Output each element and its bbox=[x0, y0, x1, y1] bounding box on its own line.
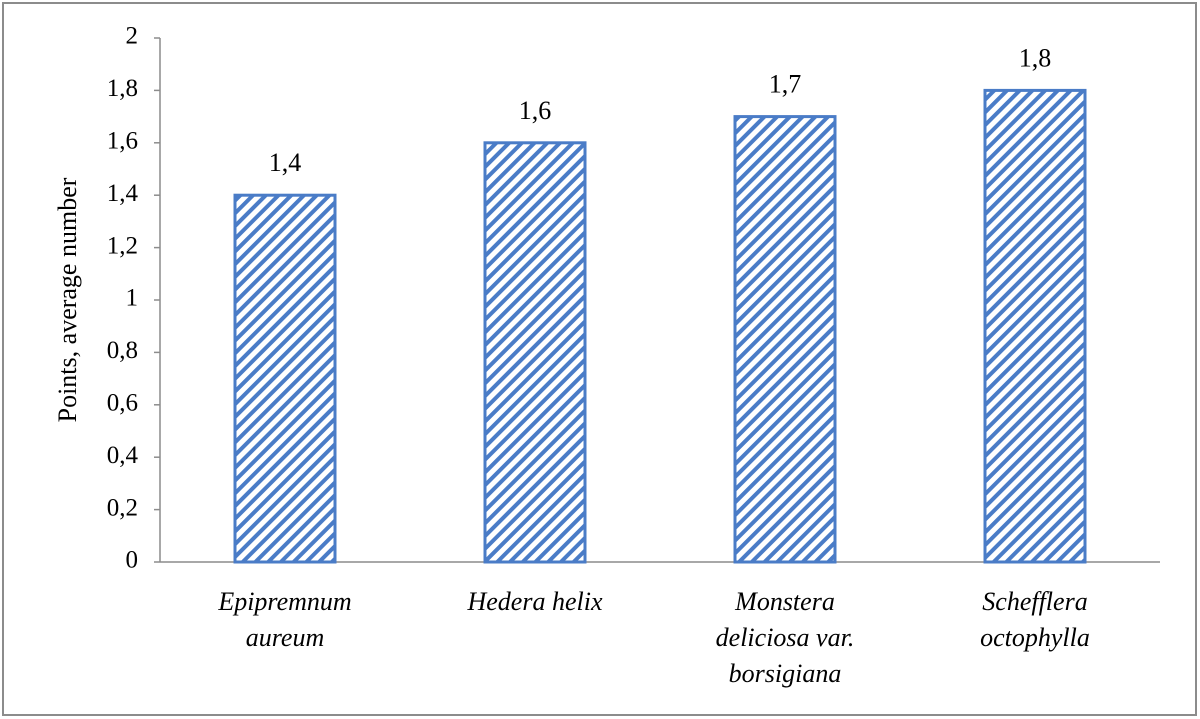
y-tick-label: 0,2 bbox=[107, 494, 138, 521]
y-tick-label: 0 bbox=[126, 547, 139, 574]
bar bbox=[483, 141, 587, 564]
y-tick-label: 2 bbox=[126, 23, 139, 50]
y-tick-label: 0,4 bbox=[107, 442, 139, 469]
value-label: 1,4 bbox=[269, 148, 302, 177]
y-tick-label: 1,6 bbox=[107, 128, 138, 155]
x-tick-label: Schefflera bbox=[982, 587, 1087, 616]
value-label: 1,6 bbox=[519, 96, 552, 125]
bar bbox=[733, 115, 837, 564]
x-tick-label: borsigiana bbox=[729, 659, 842, 688]
bar bbox=[233, 193, 337, 564]
y-axis-title: Points, average number bbox=[53, 177, 82, 422]
bar bbox=[983, 88, 1087, 564]
x-tick-label: aureum bbox=[246, 623, 324, 652]
x-tick-label: Epipremnum bbox=[217, 587, 351, 616]
y-tick-label: 1,2 bbox=[107, 232, 138, 259]
value-label: 1,8 bbox=[1019, 43, 1052, 72]
y-tick-label: 1,8 bbox=[107, 75, 138, 102]
x-tick-label: deliciosa var. bbox=[716, 623, 855, 652]
y-tick-label: 1,4 bbox=[107, 180, 139, 207]
y-tick-label: 1 bbox=[126, 285, 139, 312]
y-tick-label: 0,8 bbox=[107, 337, 138, 364]
x-tick-label: octophylla bbox=[980, 623, 1090, 652]
x-tick-label: Hedera helix bbox=[466, 587, 602, 616]
value-label: 1,7 bbox=[769, 70, 802, 99]
y-tick-label: 0,6 bbox=[107, 390, 138, 417]
x-tick-label: Monstera bbox=[734, 587, 835, 616]
